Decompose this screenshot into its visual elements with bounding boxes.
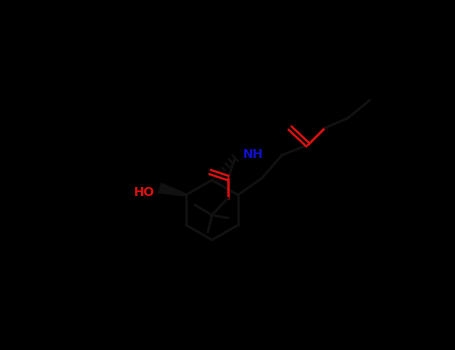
Text: HO: HO	[134, 186, 155, 198]
Polygon shape	[159, 183, 186, 196]
Text: NH: NH	[243, 148, 264, 161]
